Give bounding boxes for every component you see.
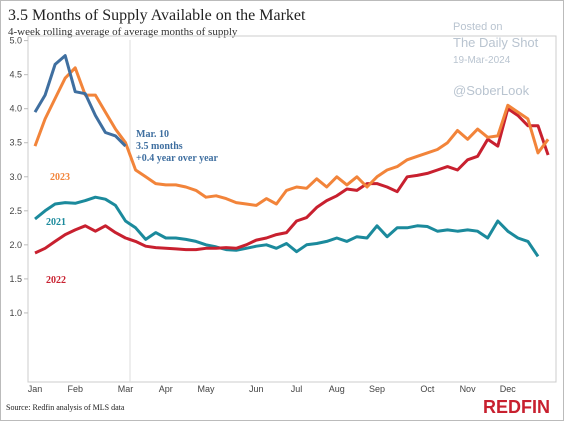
y-tick-label: 2.5 <box>9 206 22 216</box>
x-tick-label: Dec <box>500 384 517 394</box>
plot-frame <box>27 35 557 383</box>
x-tick-label: Aug <box>329 384 345 394</box>
x-tick-label: Apr <box>159 384 173 394</box>
x-tick-label: Jul <box>291 384 303 394</box>
y-tick-label: 4.0 <box>9 104 22 114</box>
annotation-text: 3.5 months <box>136 141 183 152</box>
x-tick-label: Oct <box>420 384 435 394</box>
watermark-text: The Daily Shot <box>453 35 539 50</box>
source: Source: Redfin analysis of MLS data <box>6 403 125 412</box>
watermark-text: @SoberLook <box>453 83 530 98</box>
annotation-text: +0.4 year over year <box>136 153 219 164</box>
y-tick-label: 4.5 <box>9 70 22 80</box>
series-line <box>34 107 550 255</box>
y-tick-label: 3.5 <box>9 138 22 148</box>
x-tick-label: Sep <box>369 384 385 394</box>
series-line <box>34 195 540 258</box>
series-line <box>33 66 550 207</box>
x-tick-label: Jan <box>28 384 43 394</box>
watermark-text: 19-Mar-2024 <box>453 55 511 66</box>
x-tick-label: May <box>198 384 216 394</box>
x-tick-label: Jun <box>249 384 264 394</box>
watermark: Posted on The Daily Shot 19-Mar-2024 @So… <box>453 21 539 98</box>
brand: REDFIN <box>483 397 550 417</box>
x-tick-label: Nov <box>460 384 477 394</box>
y-tick-label: 5.0 <box>9 36 22 46</box>
y-tick-label: 2.0 <box>9 240 22 250</box>
series-label: 2021 <box>46 217 66 228</box>
y-tick-label: 1.5 <box>9 274 22 284</box>
series-label: 2023 <box>50 172 70 183</box>
y-tick-label: 1.0 <box>9 308 22 318</box>
series-line <box>33 54 127 148</box>
y-tick-label: 3.0 <box>9 172 22 182</box>
x-tick-label: Mar <box>118 384 134 394</box>
annotation-text: Mar. 10 <box>136 129 169 140</box>
chart-subtitle: 4-week rolling average of average months… <box>8 26 238 38</box>
series-label: 2022 <box>46 275 66 286</box>
annotation: Mar. 10 3.5 months +0.4 year over year <box>136 129 219 164</box>
watermark-text: Posted on <box>453 21 503 33</box>
x-tick-label: Feb <box>67 384 83 394</box>
chart-title: 3.5 Months of Supply Available on the Ma… <box>8 7 306 24</box>
